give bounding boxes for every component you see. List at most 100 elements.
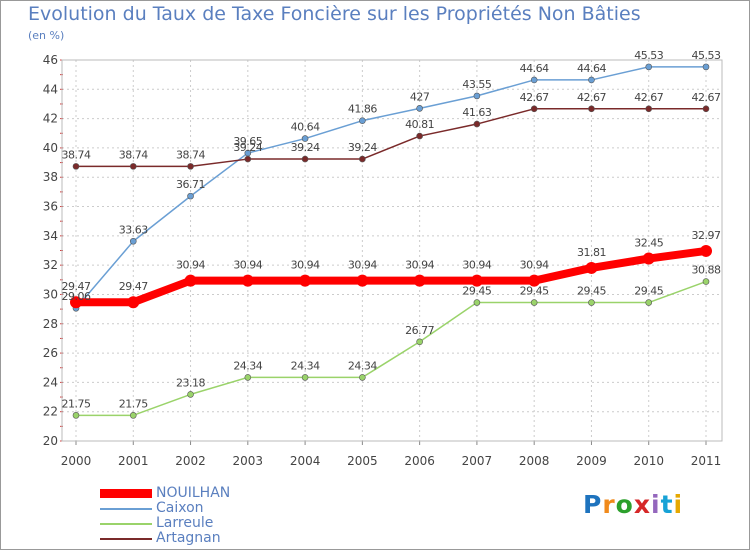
data-point-caixon [359, 117, 366, 124]
data-point-artagnan [129, 163, 137, 170]
logo-letter: x [633, 490, 651, 519]
series-line-larreule [76, 280, 707, 417]
data-label-larreule: 30.88 [692, 264, 721, 277]
logo-letter: P [583, 490, 603, 519]
data-label-caixon: 39.65 [233, 135, 262, 148]
series-line-artagnan [76, 108, 706, 168]
data-label-nouilhan: 29.47 [62, 280, 91, 293]
data-point-artagnan [359, 155, 366, 163]
data-point-nouilhan [241, 274, 254, 287]
logo-letter: o [615, 490, 634, 519]
data-label-artagnan: 42.67 [520, 91, 549, 104]
data-point-nouilhan [127, 296, 140, 309]
data-label-caixon: 43.55 [462, 78, 491, 91]
legend-label-nouilhan: NOUILHAN [156, 485, 231, 501]
data-label-nouilhan: 31.81 [577, 246, 606, 259]
data-point-artagnan [473, 120, 481, 128]
data-label-larreule: 29.45 [520, 285, 549, 298]
data-label-nouilhan: 30.94 [348, 259, 377, 272]
y-tick-label: 44 [43, 82, 58, 96]
y-tick-label: 38 [43, 170, 58, 184]
data-point-nouilhan [642, 252, 655, 265]
data-label-larreule: 21.75 [119, 397, 148, 410]
legend-item-caixon[interactable]: Caixon [100, 500, 320, 516]
y-tick-label: 42 [43, 112, 58, 126]
data-label-caixon: 427 [410, 90, 430, 103]
data-label-artagnan: 38.74 [176, 148, 205, 161]
data-point-artagnan [244, 155, 252, 163]
y-tick-label: 22 [43, 405, 58, 419]
data-label-artagnan: 39.24 [291, 141, 320, 154]
x-tick-label: 2011 [691, 454, 722, 468]
data-label-caixon: 33.63 [119, 223, 148, 236]
data-label-artagnan: 42.67 [577, 91, 606, 104]
legend-label-artagnan: Artagnan [156, 530, 221, 546]
data-label-caixon: 45.53 [692, 49, 721, 62]
data-point-larreule [301, 374, 309, 381]
data-label-artagnan: 39.24 [348, 141, 377, 154]
data-point-artagnan [416, 132, 423, 140]
data-point-larreule [72, 412, 80, 419]
data-label-artagnan: 40.81 [405, 118, 434, 131]
data-point-larreule [473, 299, 481, 306]
data-point-artagnan [530, 105, 538, 113]
y-tick-label: 34 [43, 229, 58, 243]
data-label-larreule: 23.18 [176, 376, 205, 389]
data-point-artagnan [187, 163, 194, 170]
data-label-larreule: 29.45 [462, 285, 491, 298]
data-label-caixon: 44.64 [520, 62, 549, 75]
legend-item-larreule[interactable]: Larreule [100, 515, 320, 531]
data-label-larreule: 26.77 [405, 324, 434, 337]
data-point-caixon [645, 63, 653, 71]
data-label-caixon: 29.06 [62, 290, 91, 303]
data-point-larreule [359, 374, 366, 381]
data-point-larreule [588, 299, 595, 306]
data-point-caixon [129, 237, 137, 245]
x-tick-label: 2010 [633, 454, 664, 468]
logo-letter: i [673, 490, 684, 519]
series-line-nouilhan [76, 246, 707, 307]
y-tick-label: 36 [43, 200, 58, 214]
x-tick-label: 2009 [576, 454, 607, 468]
data-point-larreule [187, 391, 194, 398]
data-point-caixon [187, 192, 194, 200]
data-point-artagnan [72, 163, 80, 170]
logo-letter: t [660, 490, 674, 519]
data-labels: 29.47 29.47 30.94 30.94 30.94 30.94 30.94 30.94… [62, 49, 722, 410]
x-tick-label: 2007 [462, 454, 493, 468]
legend-swatch-nouilhan [100, 489, 152, 498]
data-label-nouilhan: 30.94 [176, 259, 205, 272]
legend-swatch-artagnan [100, 538, 152, 540]
data-label-artagnan: 38.74 [62, 148, 91, 161]
data-point-nouilhan [700, 244, 712, 257]
data-point-caixon [301, 135, 309, 142]
data-point-larreule [530, 299, 538, 306]
data-label-nouilhan: 32.45 [634, 237, 663, 250]
data-point-caixon [588, 76, 595, 84]
data-point-larreule [416, 338, 423, 346]
data-point-caixon [473, 92, 481, 100]
grid [62, 59, 722, 442]
data-point-caixon [416, 105, 423, 112]
legend-item-artagnan[interactable]: Artagnan [100, 530, 320, 546]
data-label-larreule: 21.75 [62, 397, 91, 410]
x-tick-label: 2005 [347, 454, 378, 468]
y-tick-label: 46 [43, 53, 58, 67]
legend-item-nouilhan[interactable]: NOUILHAN [100, 485, 320, 501]
plot-border [61, 59, 723, 442]
data-label-nouilhan: 30.94 [233, 259, 262, 272]
unit-label: (en %) [28, 29, 65, 42]
logo-letter: r [602, 490, 616, 519]
series-line-caixon [75, 66, 706, 309]
data-label-nouilhan: 30.94 [462, 259, 491, 272]
axes: 20 22 24 26 28 30 32 34 36 38 40 42 44 46 2000 2001 2002… [43, 53, 723, 468]
data-point-artagnan [702, 105, 710, 113]
data-label-artagnan: 42.67 [692, 91, 721, 104]
legend-swatch-caixon [100, 508, 152, 510]
data-label-nouilhan: 30.94 [405, 259, 434, 272]
data-label-nouilhan: 30.94 [520, 259, 549, 272]
data-point-caixon [702, 63, 710, 71]
data-point-nouilhan [356, 274, 369, 287]
data-label-larreule: 29.45 [634, 285, 663, 298]
